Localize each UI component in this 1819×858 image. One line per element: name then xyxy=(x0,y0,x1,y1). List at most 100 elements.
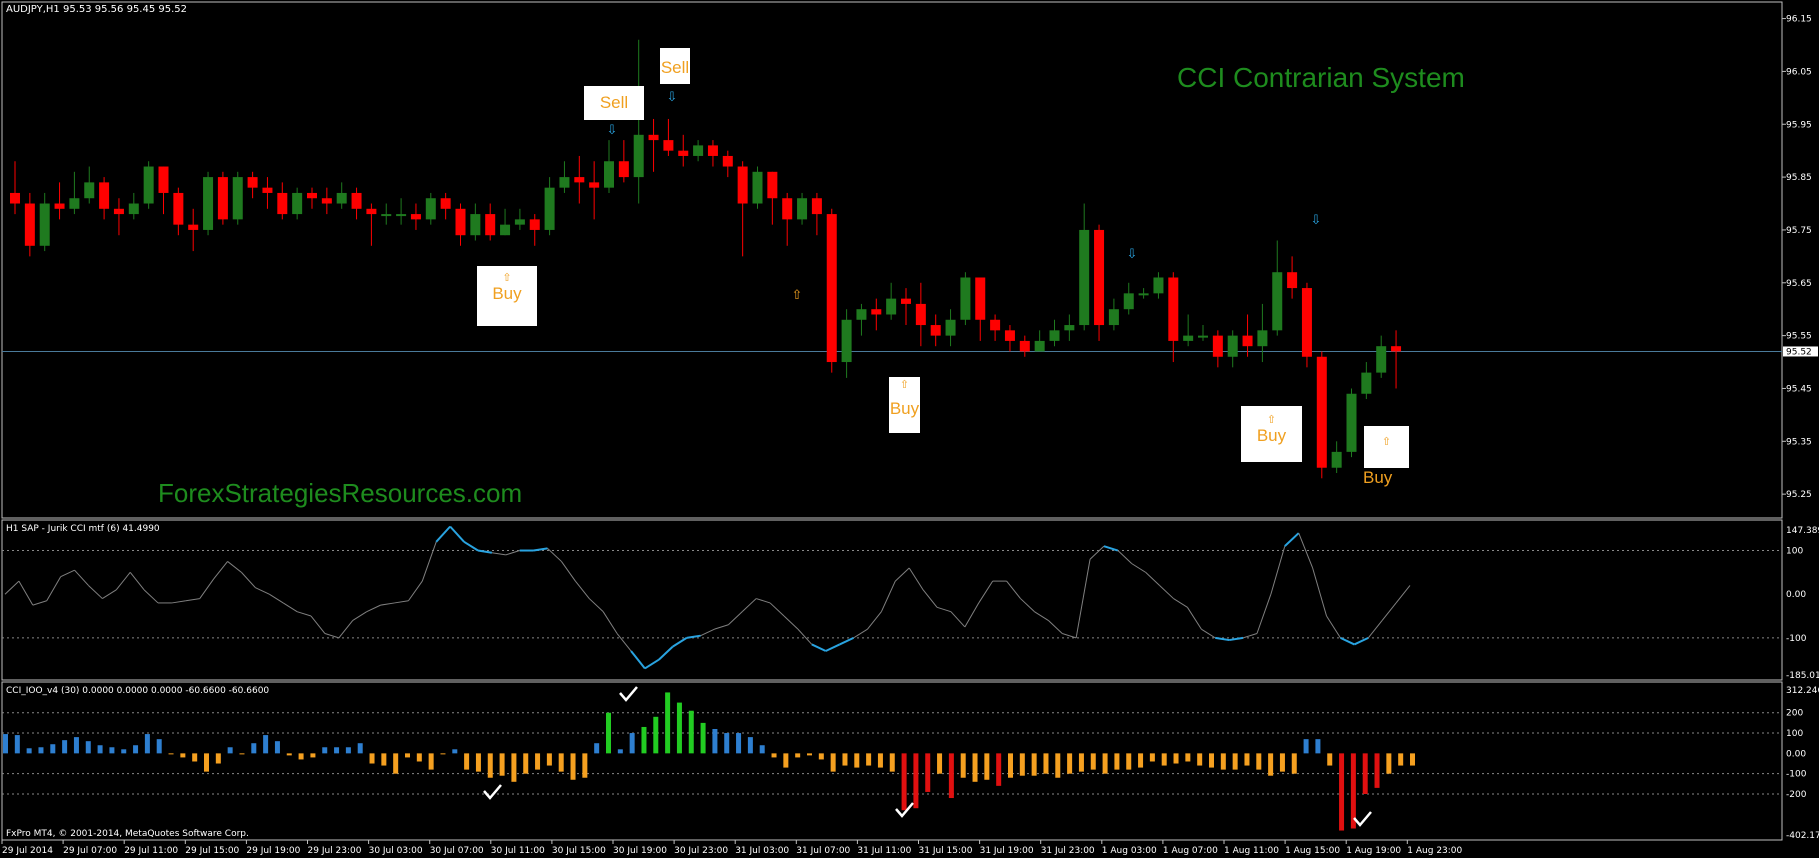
candle-body xyxy=(1079,229,1090,326)
cci-panel-frame xyxy=(1,681,1783,841)
time-axis-label: 1 Aug 07:00 xyxy=(1163,846,1218,856)
candle-body xyxy=(1316,356,1327,468)
jurik-cci-segment xyxy=(686,634,701,639)
candle-body xyxy=(1331,451,1342,468)
cci-histogram-bar xyxy=(1102,753,1108,774)
price-tick-label: 95.25 xyxy=(1786,490,1812,500)
candle-body xyxy=(99,182,110,209)
cci-histogram-bar xyxy=(1350,753,1356,829)
price-tick-label: 95.85 xyxy=(1786,173,1812,183)
jurik-cci-segment xyxy=(867,611,882,630)
cci-histogram-bar xyxy=(180,753,186,758)
candle-body xyxy=(500,224,511,236)
jurik-cci-segment xyxy=(741,598,757,613)
jurik-cci-segment xyxy=(1353,636,1369,646)
jurik-cci-segment xyxy=(74,569,89,586)
cci-histogram-bar xyxy=(535,753,541,770)
candle-body xyxy=(811,198,822,215)
time-axis-label: 30 Jul 11:00 xyxy=(491,846,545,856)
jurik-cci-segment xyxy=(672,637,688,648)
jurik-cci-segment xyxy=(1215,636,1230,642)
candle-body xyxy=(1346,393,1357,452)
cci-histogram-bar xyxy=(168,753,174,755)
cci-histogram-bar xyxy=(369,753,375,764)
cci-histogram-bar xyxy=(487,753,493,778)
cci-histogram-bar xyxy=(759,745,765,754)
cci-histogram-bar xyxy=(440,753,446,755)
check-mark-icon xyxy=(483,784,502,800)
check-mark-icon xyxy=(619,686,638,702)
cci-histogram-bar xyxy=(251,743,257,754)
jurik-cci-segment xyxy=(296,611,312,617)
cci-histogram-bar xyxy=(192,753,198,762)
jurik-cci-segment xyxy=(491,552,506,556)
jurik-cci-segment xyxy=(1242,633,1258,639)
jurik-cci-segment xyxy=(839,636,854,646)
cci-histogram-bar xyxy=(889,753,895,772)
time-axis-label: 31 Jul 03:00 xyxy=(735,846,789,856)
jurik-cci-segment xyxy=(853,628,868,639)
cci-histogram-bar xyxy=(1327,753,1333,766)
cci-histogram-bar xyxy=(215,753,221,764)
current-price-tag xyxy=(1783,346,1818,357)
cci-histogram-bar xyxy=(854,753,860,768)
cci-histogram-bar xyxy=(109,747,115,754)
candle-body xyxy=(707,145,718,156)
jurik-cci-segment xyxy=(547,547,562,562)
candle-body xyxy=(158,166,169,193)
candle-body xyxy=(203,177,214,230)
cci-histogram-bar xyxy=(144,734,150,754)
candle-body xyxy=(797,198,808,220)
cci-histogram-bar xyxy=(1279,753,1285,772)
buy-label: Buy xyxy=(492,284,522,303)
cci-histogram-bar xyxy=(1090,753,1096,770)
time-axis-label: 31 Jul 11:00 xyxy=(857,846,911,856)
buy-signal-box: ⇧ Buy xyxy=(1241,406,1302,462)
jurik-tick-label: -185.0143 xyxy=(1786,671,1819,681)
sell-label: Sell xyxy=(599,93,629,112)
candle-body xyxy=(693,145,704,156)
cci-histogram-bar xyxy=(925,753,931,792)
candle-body xyxy=(1227,335,1238,357)
jurik-cci-segment xyxy=(1312,567,1328,617)
jurik-cci-segment xyxy=(950,611,966,628)
jurik-cci-segment xyxy=(1020,598,1035,613)
candle-body xyxy=(945,319,956,336)
candle-body xyxy=(1272,272,1283,331)
cci-histogram-bar xyxy=(676,702,682,754)
jurik-cci-segment xyxy=(171,600,186,604)
time-axis-label: 30 Jul 19:00 xyxy=(613,846,667,856)
candle-body xyxy=(544,187,555,230)
cci-histogram-bar xyxy=(629,733,635,754)
cci-histogram-bar xyxy=(901,753,907,811)
jurik-cci-segment xyxy=(366,604,381,613)
jurik-cci-segment xyxy=(533,547,548,552)
cci-histogram-bar xyxy=(771,753,777,758)
cci-histogram-bar xyxy=(38,747,44,754)
candle-body xyxy=(1198,335,1208,338)
time-axis-label: 30 Jul 15:00 xyxy=(552,846,606,856)
jurik-cci-segment xyxy=(561,561,576,582)
jurik-cci-segment xyxy=(936,606,952,613)
candle-body xyxy=(232,177,243,220)
candle-body xyxy=(1168,277,1179,341)
cci-histogram-bar xyxy=(546,753,552,766)
candle-body xyxy=(69,198,80,209)
cci-histogram-bar xyxy=(948,753,954,799)
cci-histogram-bar xyxy=(960,753,966,778)
candle-body xyxy=(321,198,332,204)
candle-body xyxy=(841,319,852,363)
jurik-cci-segment xyxy=(1256,594,1272,634)
cci-histogram-bar xyxy=(783,753,789,768)
cci-histogram-bar xyxy=(511,753,517,782)
cci-histogram-bar xyxy=(877,753,883,768)
jurik-cci-segment xyxy=(644,658,660,670)
jurik-cci-segment xyxy=(352,611,367,621)
candle-body xyxy=(1212,335,1223,357)
cci-histogram-bar xyxy=(724,733,730,754)
jurik-cci-segment xyxy=(602,611,618,634)
candle-body xyxy=(678,150,689,156)
jurik-cci-segment xyxy=(32,600,47,606)
jurik-cci-segment xyxy=(728,611,743,626)
